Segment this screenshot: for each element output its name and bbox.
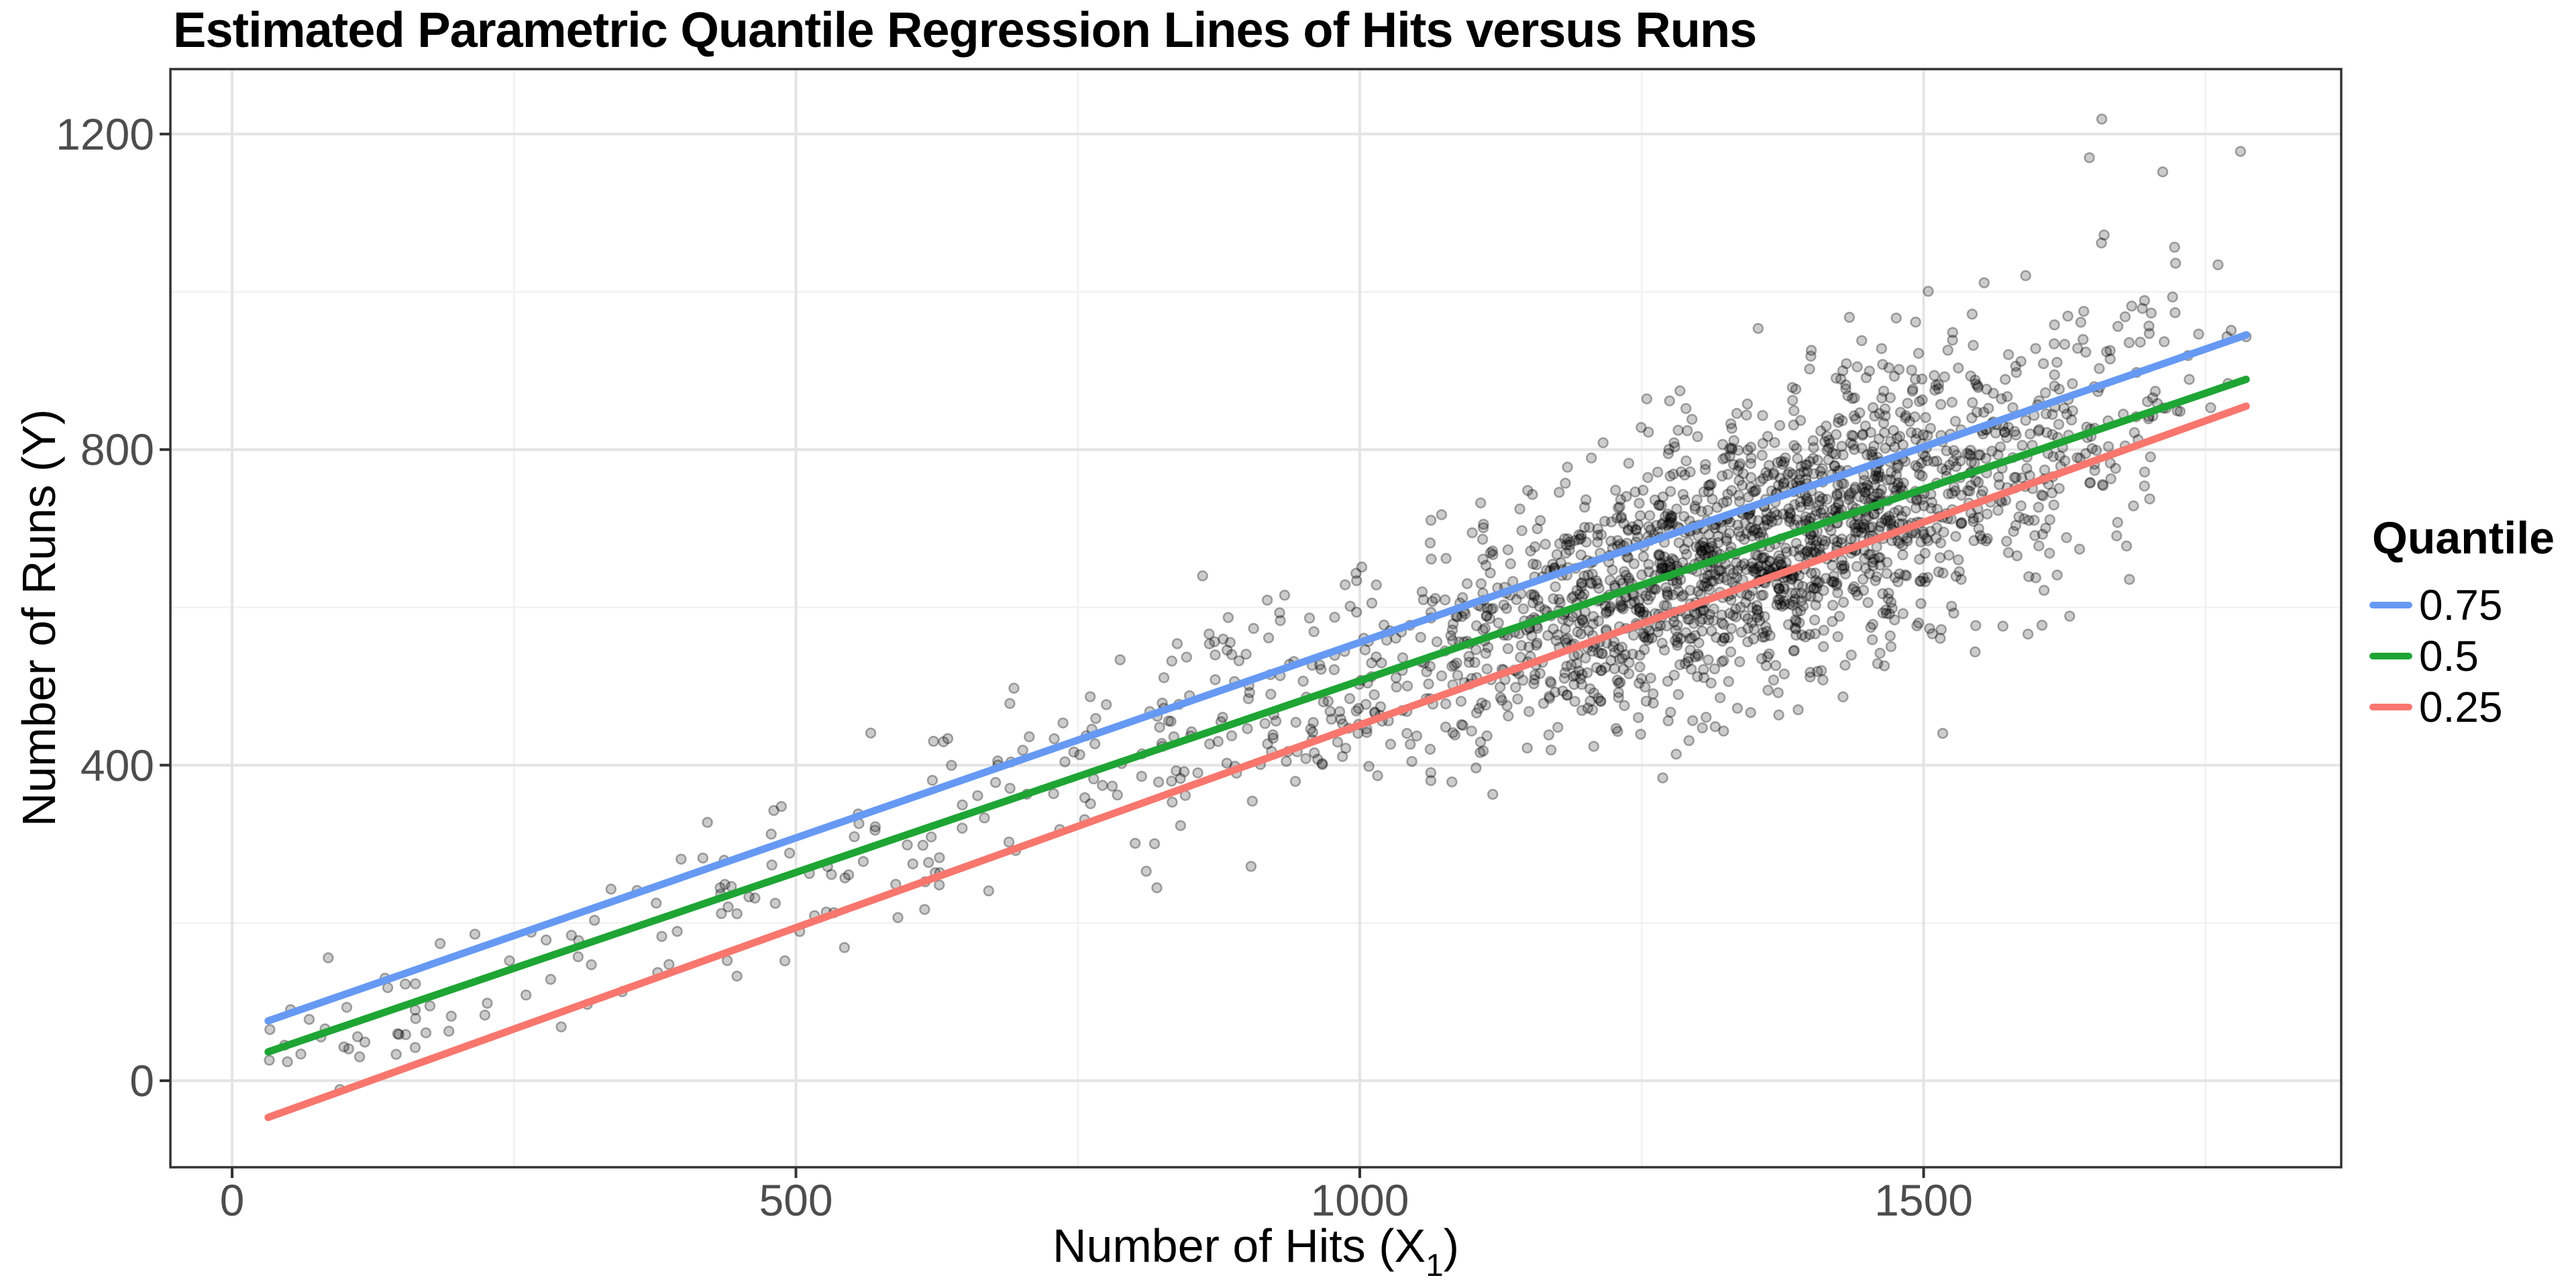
x-tick-label-500: 500 [759, 1175, 833, 1225]
y-tick-label-0: 0 [129, 1056, 154, 1106]
quantile-line-0.25 [264, 402, 2250, 1122]
legend-item-0.5: 0.5 [2369, 631, 2555, 682]
legend-item-label: 0.75 [2419, 581, 2503, 629]
y-tick-label-800: 800 [80, 425, 154, 475]
x-tick-label-1000: 1000 [1310, 1175, 1409, 1225]
legend-items: 0.75 0.5 0.25 [2369, 580, 2555, 733]
legend-item-label: 0.5 [2419, 632, 2479, 680]
legend-swatch-icon [2369, 704, 2412, 710]
x-tick-label-1500: 1500 [1874, 1175, 1973, 1225]
grid-minor [170, 69, 2341, 1167]
x-tick-label-0: 0 [219, 1175, 245, 1225]
x-axis-title-suffix: ) [1443, 1220, 1460, 1272]
plot-title: Estimated Parametric Quantile Regression… [173, 2, 1757, 58]
x-axis-title-subscript: 1 [1426, 1247, 1444, 1283]
quantile-line-0.75 [264, 331, 2250, 1025]
legend-swatch-icon [2369, 602, 2412, 608]
y-tick-label-1200: 1200 [56, 109, 154, 159]
legend-title: Quantile [2372, 513, 2555, 564]
panel-border [169, 68, 2343, 1169]
y-axis-title: Number of Runs (Y) [13, 409, 65, 827]
x-axis-title-prefix: Number of Hits (X [1052, 1220, 1426, 1272]
quantile-line-0.5 [264, 376, 2250, 1056]
legend-item-label: 0.25 [2419, 683, 2503, 731]
axis-tick-marks [160, 132, 1925, 1178]
legend-item-0.75: 0.75 [2369, 580, 2555, 631]
legend-item-0.25: 0.25 [2369, 682, 2555, 733]
y-tick-label-400: 400 [80, 740, 154, 790]
scatter-points [264, 113, 2252, 1095]
legend-swatch-icon [2369, 653, 2412, 659]
quantile-regression-lines [264, 331, 2250, 1122]
legend: Quantile 0.75 0.5 0.25 [2369, 515, 2555, 733]
plot-panel [170, 69, 2341, 1167]
x-axis-title: Number of Hits (X1) [1052, 1220, 1460, 1281]
